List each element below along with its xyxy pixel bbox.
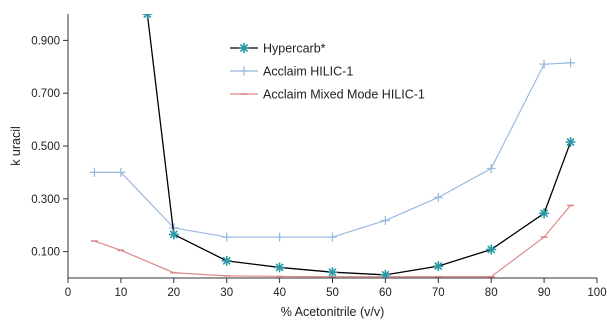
series-hypercarb-marker	[380, 269, 391, 278]
legend-item-1-label: Hypercarb*	[263, 42, 326, 56]
y-tick-label: 0.900	[31, 35, 60, 47]
series-hypercarb-marker-stroke	[143, 14, 149, 19]
series-acclaim-hilic-1-marker	[275, 232, 285, 242]
series-hypercarb-marker	[433, 261, 444, 272]
y-tick-label: 0.500	[31, 141, 60, 153]
series-hypercarb-marker	[221, 255, 232, 266]
series-acclaim-hilic-1-marker	[486, 163, 496, 173]
x-tick-label: 80	[485, 287, 498, 299]
y-tick-label: 0.700	[31, 88, 60, 100]
series-hypercarb-line	[146, 14, 572, 276]
x-tick-label: 60	[379, 287, 392, 299]
legend-item-3: Acclaim Mixed Mode HILIC-1	[230, 88, 425, 102]
x-tick-label: 90	[538, 287, 551, 299]
x-tick-label: 0	[65, 287, 71, 299]
series-acclaim-hilic-1-marker	[433, 192, 443, 202]
axes: 0 10 20 30 40 50 60 70 80 90 100 0.100 0.300 0.500 0.7…	[31, 14, 607, 299]
series-hypercarb-marker	[327, 267, 338, 278]
series-hypercarb-marker	[539, 208, 550, 219]
legend: Hypercarb* Acclaim HILIC-1 Acclaim Mixed M…	[230, 42, 425, 102]
x-axis-title: % Acetonitrile (v/v)	[281, 305, 385, 319]
legend-item-2: Acclaim HILIC-1	[230, 65, 353, 79]
y-tick-label: 0.100	[31, 247, 60, 259]
legend-item-2-marker	[239, 66, 249, 76]
x-tick-label: 30	[220, 287, 233, 299]
x-tick-label: 10	[115, 287, 128, 299]
x-tick-label: 70	[432, 287, 445, 299]
x-tick-label: 40	[273, 287, 286, 299]
legend-item-2-label: Acclaim HILIC-1	[263, 65, 353, 79]
series-acclaim-hilic-1-marker	[380, 215, 390, 225]
series-layer	[89, 14, 576, 278]
series-acclaim-hilic-1-marker	[328, 232, 337, 242]
x-tick-label: 100	[587, 287, 606, 299]
series-hypercarb-marker	[274, 262, 285, 273]
legend-item-3-label: Acclaim Mixed Mode HILIC-1	[263, 88, 425, 102]
series-acclaim-hilic-1	[89, 58, 576, 242]
series-hypercarb-marker	[142, 14, 153, 19]
series-hypercarb-marker-stroke	[146, 14, 152, 19]
y-axis-title: k uracil	[9, 126, 23, 166]
legend-item-1: Hypercarb*	[230, 42, 326, 56]
series-hypercarb	[142, 14, 576, 278]
series-acclaim-hilic-1-marker	[89, 167, 99, 177]
y-tick-label: 0.300	[31, 194, 60, 206]
legend-item-1-marker	[239, 43, 249, 53]
series-acclaim-hilic-1-marker	[116, 167, 126, 177]
series-acclaim-hilic-1-marker	[566, 58, 576, 68]
series-hypercarb-marker	[168, 229, 179, 240]
series-acclaim-hilic-1-marker	[539, 59, 549, 69]
series-acclaim-hilic-1-marker	[222, 232, 232, 242]
series-hypercarb-marker	[486, 244, 497, 255]
x-tick-label: 50	[326, 287, 339, 299]
series-hypercarb-marker	[565, 137, 576, 148]
x-tick-label: 20	[167, 287, 180, 299]
